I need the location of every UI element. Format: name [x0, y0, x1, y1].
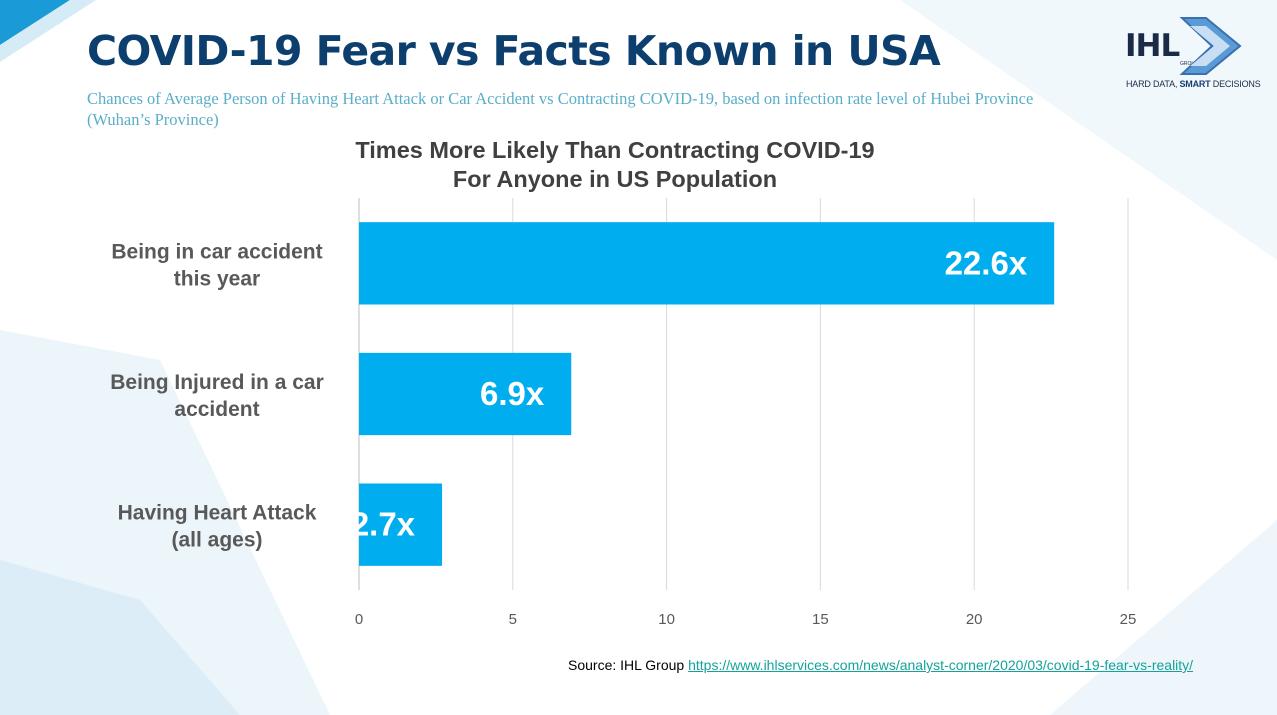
logo-tagline-end: DECISIONS: [1210, 79, 1261, 89]
data-label: 22.6x: [945, 244, 1028, 281]
x-tick-label: 0: [355, 611, 363, 628]
logo-tagline: HARD DATA, SMART DECISIONS: [1126, 79, 1261, 89]
logo-group-text: GROUP: [1180, 61, 1199, 67]
logo-wordmark: IHL: [1125, 28, 1180, 64]
category-label: Being in car accident this year: [111, 240, 322, 290]
x-tick-label: 5: [509, 611, 517, 628]
x-tick-label: 10: [658, 611, 675, 628]
category-label-line: Having Heart Attack: [118, 502, 317, 525]
category-label-line: Being Injured in a car: [110, 371, 324, 394]
chart-title: Times More Likely Than Contracting COVID…: [270, 136, 960, 194]
bar: [359, 483, 443, 566]
chart-title-line: Times More Likely Than Contracting COVID…: [355, 137, 875, 163]
x-tick-label: 20: [966, 611, 983, 628]
bar: [359, 352, 572, 436]
category-label-line: (all ages): [171, 529, 262, 552]
ihl-logo: IHL GROUP HARD DATA, SMART DECISIONS: [1120, 14, 1272, 94]
chart-subtitle-line: For Anyone in US Population: [452, 166, 778, 192]
category-label: Being Injured in a car accident: [110, 371, 324, 421]
bar: [359, 222, 1055, 305]
source-note: Source: IHL Group https://www.ihlservice…: [568, 657, 1193, 673]
x-tick-label: 15: [812, 611, 829, 628]
data-label: 2.7x: [351, 506, 416, 543]
source-link[interactable]: https://www.ihlservices.com/news/analyst…: [688, 657, 1194, 673]
logo-tagline-plain: HARD DATA,: [1126, 79, 1180, 89]
category-label-line: accident: [174, 398, 259, 421]
logo-tagline-bold: SMART: [1179, 79, 1211, 89]
page-subtitle: Chances of Average Person of Having Hear…: [87, 89, 1034, 129]
category-label: Having Heart Attack (all ages): [118, 502, 317, 552]
page-title: COVID-19 Fear vs Facts Known in USA: [87, 27, 941, 75]
source-prefix: Source: IHL Group: [568, 657, 689, 673]
category-label-line: Being in car accident: [111, 240, 322, 263]
data-label: 6.9x: [480, 375, 545, 412]
chevron-right-icon: [1179, 17, 1242, 75]
x-tick-label: 25: [1120, 611, 1137, 628]
category-label-line: this year: [174, 267, 260, 290]
